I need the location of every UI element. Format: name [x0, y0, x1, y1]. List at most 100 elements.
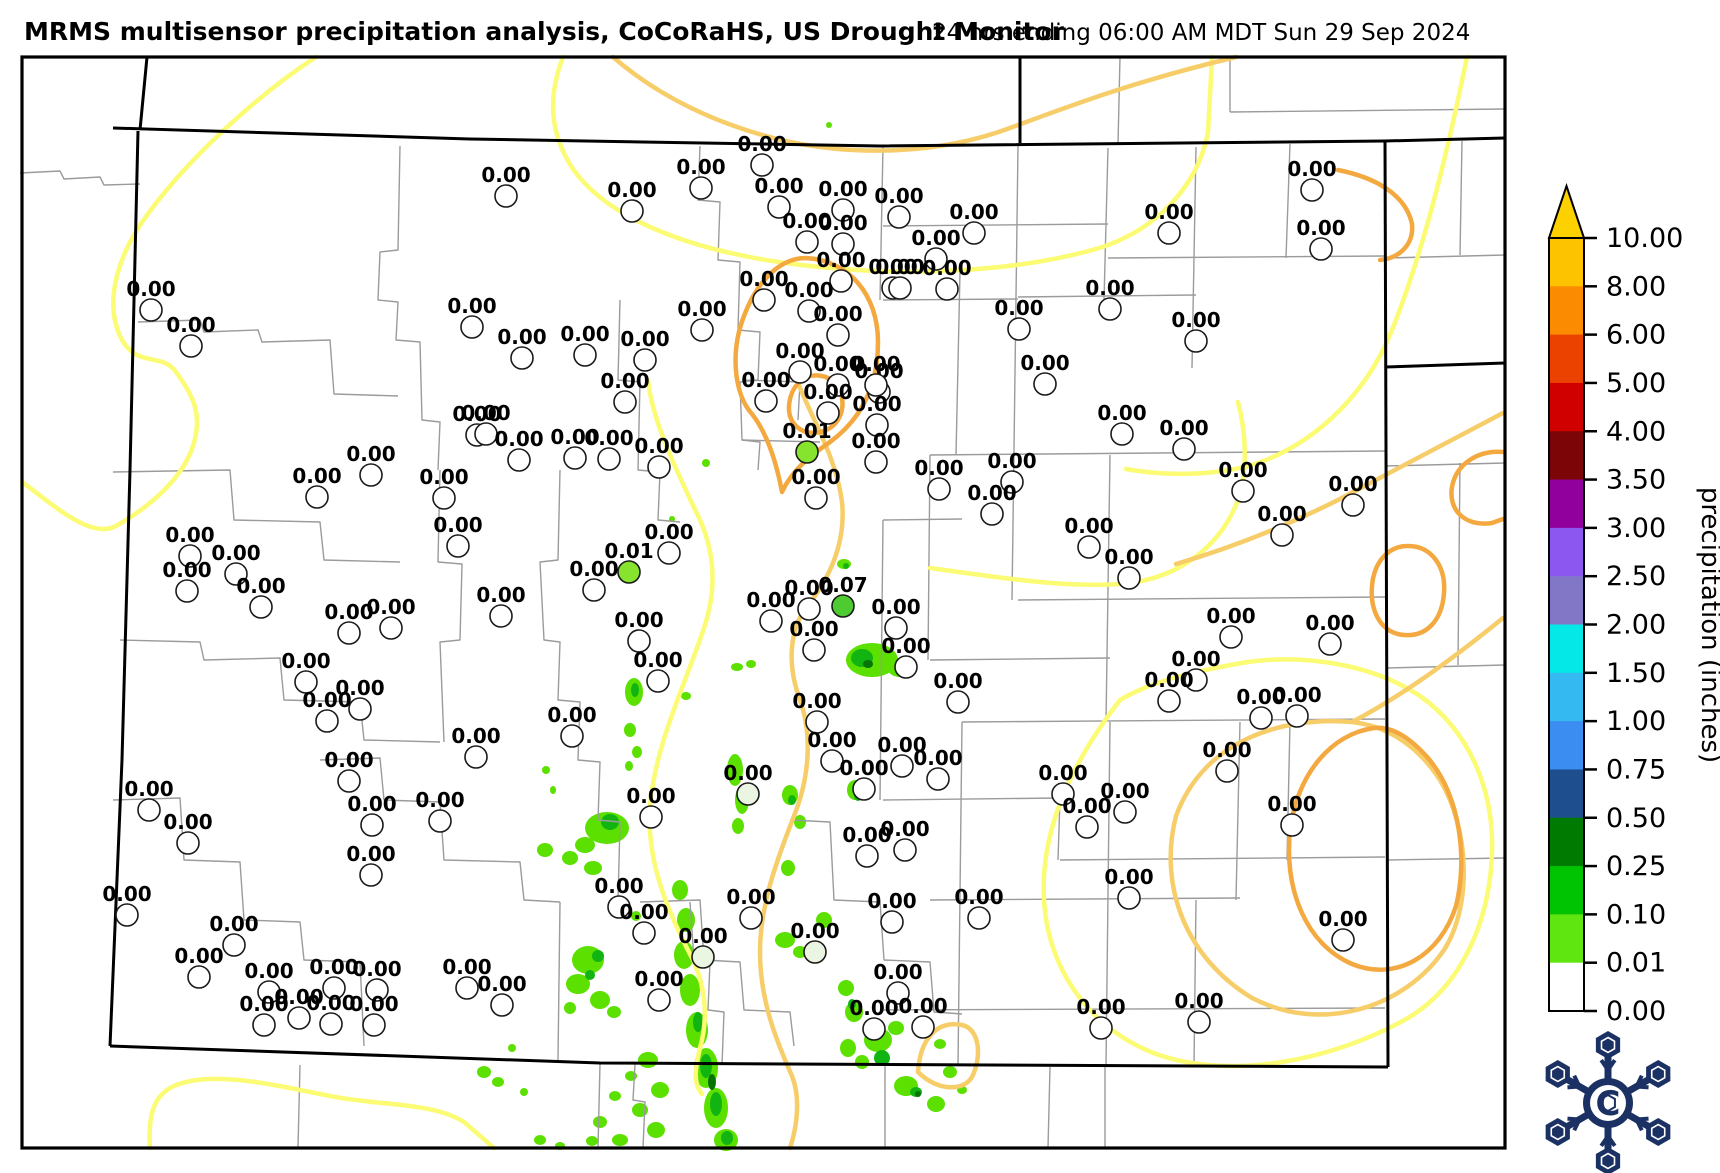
- station: 0.00: [302, 688, 352, 733]
- station-value: 0.00: [871, 595, 920, 619]
- station-value: 0.00: [584, 426, 633, 450]
- station: 0.00: [633, 648, 683, 693]
- station-value: 0.00: [849, 996, 898, 1020]
- station: 0.00: [209, 912, 259, 957]
- colorbar-tick-label: 0.00: [1606, 996, 1666, 1027]
- station: 0.00: [419, 465, 469, 510]
- station-value: 0.00: [481, 163, 530, 187]
- station: 0.00: [634, 434, 684, 479]
- station: 0.00: [792, 689, 842, 734]
- station: 0.00: [1328, 472, 1378, 517]
- station-value: 0.00: [274, 985, 323, 1009]
- station-value: 0.00: [1038, 761, 1087, 785]
- station-value: 0.00: [162, 558, 211, 582]
- station-value: 0.00: [816, 248, 865, 272]
- station: 0.00: [346, 442, 396, 487]
- valid-datetime: 24 hrs ending 06:00 AM MDT Sun 29 Sep 20…: [932, 20, 1470, 46]
- station-value: 0.00: [1318, 907, 1367, 931]
- station-value: 0.00: [607, 178, 656, 202]
- station: 0.00: [1062, 794, 1112, 839]
- station-value: 0.00: [881, 634, 930, 658]
- station-value: 0.00: [634, 967, 683, 991]
- station-value: 0.00: [433, 513, 482, 537]
- station: 0.00: [871, 595, 921, 640]
- station-value: 0.00: [560, 322, 609, 346]
- station: 0.00: [335, 676, 385, 721]
- colorbar-tick-label: 6.00: [1606, 320, 1666, 351]
- station-value: 0.00: [839, 756, 888, 780]
- station-value: 0.00: [1085, 276, 1134, 300]
- station: 0.00: [607, 178, 657, 223]
- station-value: 0.00: [1236, 685, 1285, 709]
- station: 0.00: [775, 339, 825, 384]
- colorbar-tick-label: 3.50: [1606, 465, 1666, 496]
- station-value: 0.00: [366, 595, 415, 619]
- station: 0.00: [644, 520, 694, 565]
- station-value: 0.00: [569, 557, 618, 581]
- station-value: 0.00: [754, 174, 803, 198]
- station: 0.00: [614, 608, 664, 653]
- county-lines: [19, 56, 1506, 1149]
- colorbar-tick-label: 10.00: [1606, 223, 1683, 254]
- station-value: 0.00: [547, 703, 596, 727]
- station-value: 0.00: [452, 402, 501, 426]
- station-value: 0.00: [244, 959, 293, 983]
- station-value: 0.00: [818, 177, 867, 201]
- station: 0.00: [1144, 668, 1194, 713]
- station-value: 0.00: [619, 900, 668, 924]
- station-value: 0.00: [1062, 794, 1111, 818]
- station-value: 0.00: [1287, 157, 1336, 181]
- station-value: 0.00: [1159, 416, 1208, 440]
- station-value: 0.00: [898, 994, 947, 1018]
- station-value: 0.00: [877, 733, 926, 757]
- station: 0.07: [818, 573, 868, 618]
- station: 0.00: [1236, 685, 1286, 730]
- colorbar-tick-label: 2.50: [1606, 561, 1666, 592]
- station-value: 0.00: [1206, 604, 1255, 628]
- station-value: 0.00: [851, 429, 900, 453]
- colorbar: precipitation (inches) 10.00 8.00 6.00 5.00…: [1547, 182, 1720, 1027]
- cocorahs-logo: C: [1545, 1031, 1671, 1173]
- station-value: 0.00: [746, 588, 795, 612]
- station: 0.00: [447, 294, 497, 339]
- station-value: 0.00: [594, 874, 643, 898]
- state-borders: [108, 56, 1506, 1069]
- logo-letter: C: [1596, 1084, 1621, 1124]
- station-value: 0.00: [415, 788, 464, 812]
- station-value: 0.00: [737, 132, 786, 156]
- station-value: 0.00: [347, 792, 396, 816]
- station: 0.00: [1206, 604, 1256, 649]
- station-value: 0.00: [868, 255, 917, 279]
- station-value: 0.00: [851, 352, 900, 376]
- station: 0.00: [987, 449, 1037, 494]
- station-value: 0.00: [1104, 865, 1153, 889]
- station: 0.00: [726, 885, 776, 930]
- station: 0.00: [274, 985, 324, 1030]
- station: 0.00: [818, 211, 868, 256]
- station-value: 0.00: [1305, 611, 1354, 635]
- station-value: 0.00: [324, 600, 373, 624]
- station-value: 0.00: [813, 352, 862, 376]
- station: 0.00: [415, 788, 465, 833]
- station-value: 0.00: [913, 746, 962, 770]
- station: 0.00: [867, 889, 917, 934]
- station-value: 0.00: [967, 481, 1016, 505]
- station-value: 0.00: [922, 256, 971, 280]
- station: 0.00: [813, 352, 863, 397]
- station: 0.00: [851, 352, 901, 397]
- station: 0.00: [949, 200, 999, 245]
- station: 0.00: [933, 669, 983, 714]
- station: 0.00: [1171, 308, 1221, 353]
- station: 0.00: [163, 810, 213, 855]
- station-value: 0.07: [818, 573, 867, 597]
- station: 0.00: [476, 583, 526, 628]
- station: 0.00: [790, 919, 840, 964]
- station-value: 0.00: [163, 810, 212, 834]
- station: 0.00: [481, 163, 531, 208]
- station: 0.00: [174, 944, 224, 989]
- station-value: 0.00: [620, 327, 669, 351]
- station: 0.00: [1257, 502, 1307, 547]
- station: 0.00: [547, 703, 597, 748]
- station-value: 0.00: [352, 957, 401, 981]
